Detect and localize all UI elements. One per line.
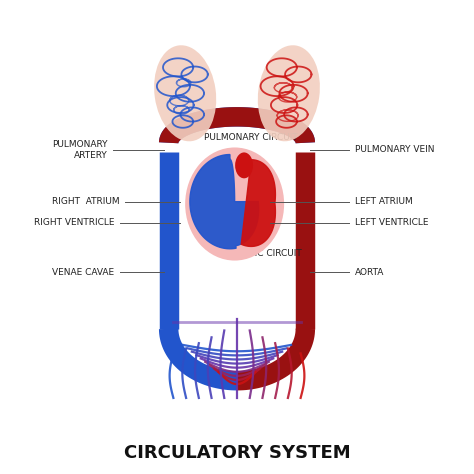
- Text: CIRCULATORY SYSTEM: CIRCULATORY SYSTEM: [124, 444, 350, 462]
- Ellipse shape: [154, 45, 216, 141]
- Ellipse shape: [235, 153, 253, 178]
- Text: AORTA: AORTA: [355, 268, 384, 277]
- Ellipse shape: [185, 147, 284, 261]
- Ellipse shape: [258, 45, 320, 141]
- Text: PULMONARY VEIN: PULMONARY VEIN: [355, 146, 434, 155]
- Text: PULMONARY
ARTERY: PULMONARY ARTERY: [52, 140, 108, 160]
- Text: RIGHT  ATRIUM: RIGHT ATRIUM: [52, 197, 119, 206]
- Text: RIGHT VENTRICLE: RIGHT VENTRICLE: [34, 219, 115, 228]
- Text: LEFT VENTRICLE: LEFT VENTRICLE: [355, 219, 428, 228]
- Text: SYSTEMIC CIRCUIT: SYSTEMIC CIRCUIT: [219, 249, 302, 258]
- Text: LEFT ATRIUM: LEFT ATRIUM: [355, 197, 412, 206]
- Polygon shape: [190, 155, 259, 249]
- Text: PULMONARY CIRCUIT: PULMONARY CIRCUIT: [204, 133, 298, 142]
- Text: VENAE CAVAE: VENAE CAVAE: [52, 268, 115, 277]
- Polygon shape: [241, 160, 275, 246]
